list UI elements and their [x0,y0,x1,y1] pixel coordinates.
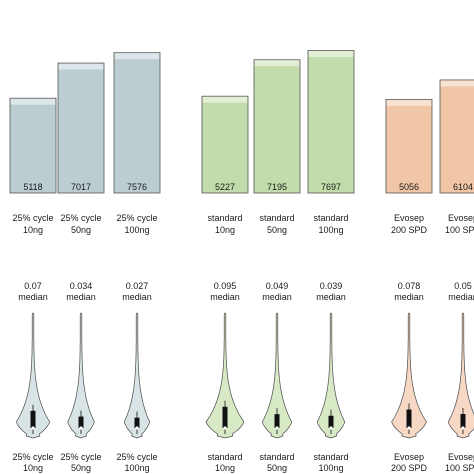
x-tick-label: 200 SPD [391,463,428,473]
violin-box [134,417,140,428]
x-tick-label: 25% cycle [116,452,157,462]
violin-median-point [407,426,411,430]
violin-median-point [135,426,139,430]
x-tick-label: 25% cycle [116,213,157,223]
violin [261,312,293,439]
bar-highlight [202,96,248,103]
violin-median-point [31,426,35,430]
x-tick-label: 100ng [124,463,149,473]
violin [15,312,51,439]
violin-median-point [461,426,465,430]
x-tick-label: 50ng [267,225,287,235]
violin-box [406,409,412,428]
x-tick-label: 25% cycle [60,213,101,223]
x-tick-label: 50ng [71,225,91,235]
bar-value-label: 7576 [127,182,147,192]
violin-median-point [275,426,279,430]
x-tick-label: standard [259,452,294,462]
median-value-label: 0.05 [454,281,472,291]
x-tick-label: 100ng [318,225,343,235]
bar-value-label: 7195 [267,182,287,192]
bar [201,95,249,194]
x-tick-label: 10ng [215,463,235,473]
x-tick-label: standard [313,452,348,462]
bar-value-label: 5118 [23,182,42,192]
violin [123,312,151,439]
violin-box [274,414,280,428]
x-tick-label: 50ng [71,463,91,473]
bar-highlight [114,53,160,60]
x-tick-label: 200 SPD [391,225,428,235]
median-label: median [262,292,292,302]
violin [67,312,95,439]
bar-value-label: 5227 [215,182,235,192]
bar [113,52,161,194]
violin [205,312,245,439]
x-tick-label: 100 SPD [445,463,474,473]
bar-highlight [386,99,432,106]
bar-highlight [254,60,300,67]
x-tick-label: standard [313,213,348,223]
median-label: median [316,292,346,302]
x-tick-label: Evosep [394,213,424,223]
median-value-label: 0.07 [24,281,42,291]
x-tick-label: 100ng [318,463,343,473]
x-tick-label: Evosep [448,213,474,223]
x-tick-label: Evosep [394,452,424,462]
median-label: median [122,292,152,302]
median-label: median [394,292,424,302]
x-tick-label: 10ng [23,225,43,235]
violin-box [328,415,334,428]
bar [57,62,105,194]
bar [253,59,301,194]
bar-highlight [10,98,56,105]
x-tick-label: standard [207,213,242,223]
x-tick-label: 100ng [124,225,149,235]
x-tick-label: Evosep [448,452,474,462]
bar-highlight [58,63,104,70]
bar-value-label: 7697 [321,182,341,192]
violin-median-point [79,426,83,430]
violin-box [30,410,36,428]
bar [439,79,474,194]
bar [9,97,57,194]
x-tick-label: standard [259,213,294,223]
median-label: median [18,292,48,302]
x-tick-label: 10ng [23,463,43,473]
median-value-label: 0.027 [126,281,149,291]
bar-value-label: 7017 [71,182,91,192]
x-tick-label: 100 SPD [445,225,474,235]
violin [447,312,474,439]
bar-value-label: 5056 [399,182,419,192]
median-label: median [210,292,240,302]
violin-median-point [223,426,227,430]
median-label: median [448,292,474,302]
median-value-label: 0.039 [320,281,343,291]
violin [391,312,427,439]
x-tick-label: standard [207,452,242,462]
bar [307,50,355,194]
violin-median-point [329,426,333,430]
median-value-label: 0.078 [398,281,421,291]
bar-highlight [308,50,354,57]
bar-highlight [440,80,474,87]
x-tick-label: 50ng [267,463,287,473]
median-value-label: 0.095 [214,281,237,291]
violin-box [460,414,466,428]
violin [316,312,346,439]
violin-box [222,406,228,428]
x-tick-label: 25% cycle [12,213,53,223]
x-tick-label: 25% cycle [12,452,53,462]
x-tick-label: 10ng [215,225,235,235]
bar [385,98,433,194]
median-value-label: 0.034 [70,281,93,291]
x-tick-label: 25% cycle [60,452,101,462]
median-label: median [66,292,96,302]
violin-box [78,416,84,428]
median-value-label: 0.049 [266,281,289,291]
bar-value-label: 6104 [453,182,473,192]
